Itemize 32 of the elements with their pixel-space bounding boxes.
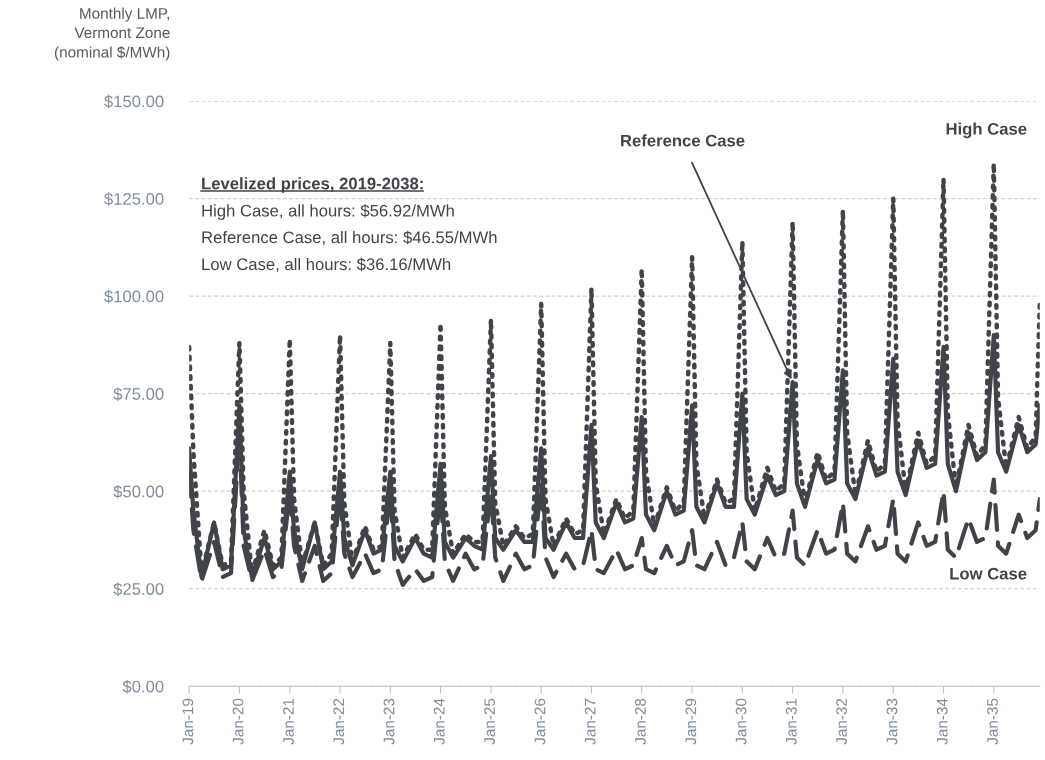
y-tick-label: $25.00 bbox=[113, 582, 164, 596]
y-tick-label: $0.00 bbox=[122, 679, 164, 694]
x-tick-label: Jan-35 bbox=[987, 698, 998, 745]
x-tick-label: Jan-23 bbox=[383, 698, 395, 745]
x-tick-label: Jan-31 bbox=[785, 698, 797, 745]
x-tick-label: Jan-27 bbox=[584, 698, 596, 745]
x-tick-label: Jan-19 bbox=[182, 698, 194, 745]
x-tick-label: Jan-26 bbox=[534, 698, 546, 745]
annotation: Reference Case, all hours: $46.55/MWh bbox=[202, 230, 497, 246]
x-tick-label: Jan-32 bbox=[836, 698, 847, 745]
y-tick-label: $150.00 bbox=[104, 94, 164, 109]
y-tick-label: $50.00 bbox=[113, 484, 164, 499]
x-tick-label: Jan-21 bbox=[283, 698, 294, 745]
x-tick-label: Jan-24 bbox=[433, 698, 445, 745]
x-tick-label: Jan-33 bbox=[886, 698, 898, 745]
text: High Case bbox=[946, 122, 1027, 139]
x-tick-label: Jan-29 bbox=[685, 698, 697, 745]
x-tick-label: Jan-25 bbox=[484, 698, 496, 745]
x-tick-label: Jan-30 bbox=[735, 698, 747, 745]
series-label: Low Case bbox=[950, 567, 1027, 580]
y-axis-title: Monthly LMP, Vermont Zone (nominal $/MWh) bbox=[54, 7, 170, 61]
x-tick-label: Jan-34 bbox=[936, 698, 948, 745]
y-tick-label: $100.00 bbox=[104, 289, 164, 304]
y-tick-label: $75.00 bbox=[113, 387, 164, 401]
x-tick-label: Jan-20 bbox=[232, 698, 244, 745]
annotation: High Case, all hours: $56.92/MWh bbox=[202, 204, 454, 220]
annotation: Low Case, all hours: $36.16/MWh bbox=[202, 257, 451, 273]
x-tick-label: Jan-22 bbox=[333, 698, 345, 745]
y-tick-label: $125.00 bbox=[104, 192, 164, 206]
text: Reference Case bbox=[621, 134, 745, 147]
annotation: Levelized prices, 2019-2038: bbox=[202, 177, 423, 193]
x-tick-label: Jan-28 bbox=[635, 698, 646, 745]
